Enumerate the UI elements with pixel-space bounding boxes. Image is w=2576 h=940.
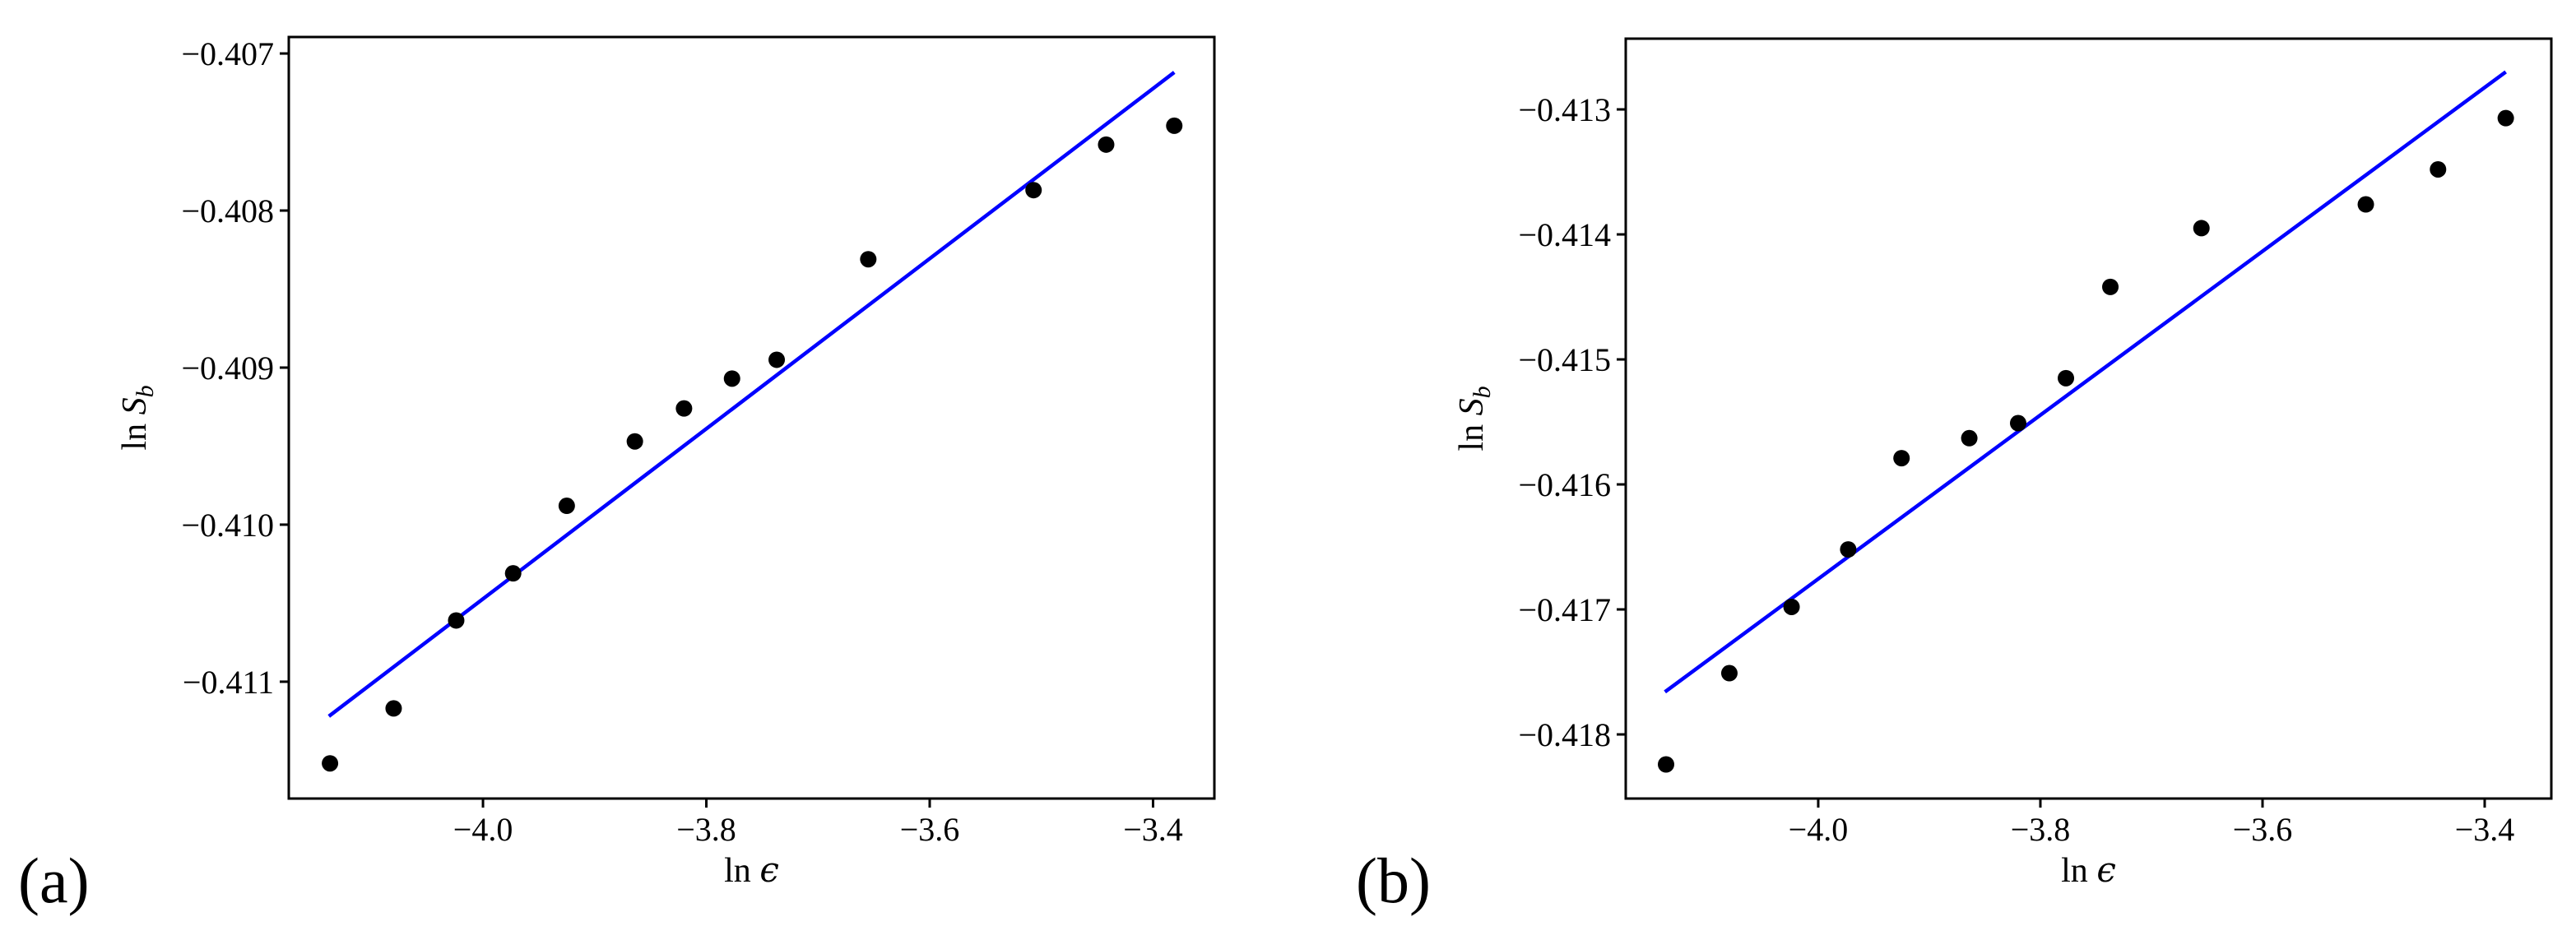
data-point [2430, 160, 2447, 178]
data-point [1720, 664, 1738, 682]
y-tick-label: −0.417 [1518, 591, 1611, 628]
fit-line [1664, 70, 2507, 694]
y-tick-label: −0.410 [181, 507, 274, 544]
y-tick-label: −0.415 [1518, 341, 1611, 378]
axes-box [287, 35, 1216, 800]
y-axis-label: ln Sb [116, 385, 159, 450]
fit-line [327, 71, 1176, 718]
data-point [2058, 369, 2075, 387]
data-point [1783, 598, 1800, 615]
y-tick-label: −0.418 [1518, 716, 1611, 753]
data-point [1658, 756, 1675, 773]
panel-b: −4.0 −3.8 −3.6 −3.4 −0.413 −0.414 −0.415 −0.416… [1453, 37, 2553, 890]
x-tick-label: −3.6 [900, 811, 960, 848]
data-point [448, 612, 465, 629]
y-tick-label: −0.408 [181, 192, 274, 229]
data-point [385, 700, 402, 717]
x-tick-label: −3.4 [1123, 811, 1183, 848]
y-tick-label: −0.414 [1518, 216, 1611, 253]
data-point [504, 565, 522, 582]
x-tick-label: −3.4 [2455, 811, 2515, 848]
data-point [1098, 136, 1115, 153]
data-point [626, 433, 643, 450]
data-point [2102, 278, 2119, 295]
x-tick-label: −4.0 [453, 811, 513, 848]
x-tick-label: −4.0 [1789, 811, 1849, 848]
y-tick-label: −0.411 [183, 664, 274, 701]
data-point [322, 755, 339, 772]
data-point [768, 351, 786, 368]
x-axis-label: ln ϵ [2061, 850, 2116, 890]
data-point [1166, 117, 1183, 134]
x-tick-label: −3.6 [2233, 811, 2293, 848]
data-point [1961, 429, 1978, 447]
data-point [1025, 182, 1042, 199]
data-point [1840, 541, 1857, 558]
panel-label-b: (b) [1356, 845, 1431, 916]
y-tick-label: −0.416 [1518, 466, 1611, 503]
panel-label-a: (a) [18, 845, 90, 916]
y-tick-label: −0.407 [181, 35, 274, 72]
y-axis-label: ln Sb [1453, 386, 1496, 451]
data-point [860, 251, 877, 268]
y-tick-label: −0.413 [1518, 91, 1611, 128]
data-point [2193, 220, 2210, 237]
y-tick-label: −0.409 [181, 350, 274, 387]
data-point [558, 498, 575, 515]
panel-a: −4.0 −3.8 −3.6 −3.4 −0.407 −0.408 −0.409 −0.410… [116, 35, 1216, 890]
data-point [2009, 414, 2026, 432]
data-point [675, 400, 693, 417]
data-point [2357, 196, 2374, 213]
data-point [723, 370, 740, 387]
x-axis-label: ln ϵ [724, 850, 779, 890]
data-point [1893, 450, 1910, 467]
x-tick-label: −3.8 [676, 811, 736, 848]
x-tick-label: −3.8 [2011, 811, 2071, 848]
axes-box [1624, 37, 2553, 800]
data-point [2497, 109, 2514, 127]
